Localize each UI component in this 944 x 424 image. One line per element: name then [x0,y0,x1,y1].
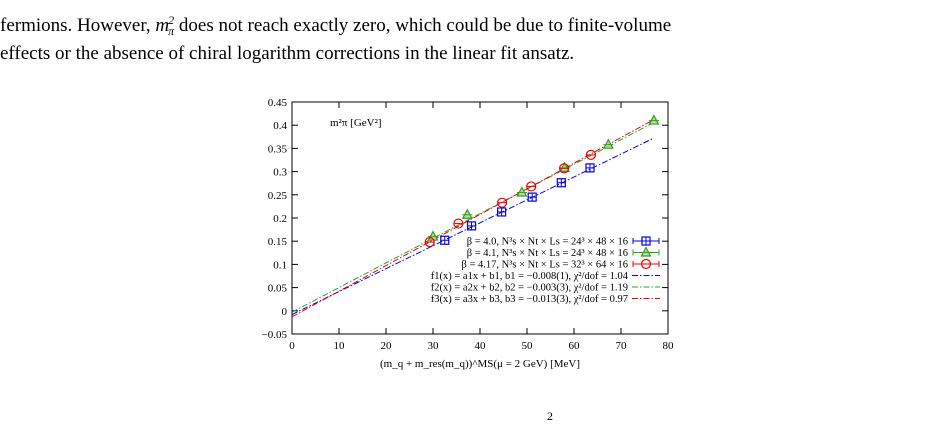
data-points [424,114,660,248]
paragraph-line-1: fermions. However, m2π does not reach ex… [0,3,944,48]
math-m: m [155,15,170,36]
x-tick-label: 80 [663,340,675,352]
axis-labels: m²π [GeV²] (m_q + m_res(m_q))^MS(μ = 2 Ge… [330,117,580,370]
legend-label: β = 4.17, N³s × Nt × Ls = 32³ × 64 × 16 [462,260,628,271]
y-tick-label: 0.3 [273,167,287,179]
y-axis-label: m²π [GeV²] [330,117,382,129]
y-tick-label: 0.45 [268,97,288,109]
data-point-triangle [640,246,652,257]
math-m-pi-squared: m2π [155,13,175,38]
y-tick-label: 0.4 [273,120,287,132]
fit-line [291,122,655,313]
data-point-triangle [559,161,571,172]
x-tick-label: 20 [381,340,393,352]
legend-label: β = 4.1, N³s × Nt × Ls = 24³ × 48 × 16 [467,248,628,259]
y-tick-label: 0 [282,306,288,318]
y-tick-label: 0.1 [273,259,287,271]
y-tick-label: 0.15 [268,236,288,248]
legend-label: f3(x) = a3x + b3, b3 = −0.013(3), χ²/dof… [431,294,628,305]
x-tick-label: 30 [428,340,440,352]
math-sub: π [168,24,175,38]
x-tick-label: 70 [616,340,628,352]
math-sup: 2 [168,13,175,27]
y-tick-label: 0.05 [268,283,288,295]
y-tick-label: 0.2 [273,213,287,225]
x-tick-label: 10 [334,340,346,352]
x-tick-label: 0 [289,340,295,352]
x-tick-label: 40 [475,340,487,352]
line1-text-b: does not reach exactly zero, which could… [174,15,672,36]
x-tick-label: 50 [522,340,534,352]
legend-label: f1(x) = a1x + b1, b1 = −0.008(1), χ²/dof… [431,271,629,282]
data-point-triangle [516,186,528,197]
axis-ticks: 0 10 20 30 40 50 60 70 80−0.0500.050.10.150.20.2… [262,97,674,352]
x-axis-label: (m_q + m_res(m_q))^MS(μ = 2 GeV) [MeV] [380,358,580,370]
bottom-cutoff-superscript: 2 [547,409,553,423]
legend-label: f2(x) = a2x + b2, b2 = −0.003(3), χ²/dof… [431,283,628,294]
legend: β = 4.0, N³s × Nt × Ls = 24³ × 48 × 16β … [431,236,660,305]
data-point-triangle [602,138,614,149]
line1-text-a: fermions. However, [0,15,156,36]
data-point-triangle [648,114,660,125]
paragraph-line-2: effects or the absence of chiral logarit… [0,43,575,64]
legend-label: β = 4.0, N³s × Nt × Ls = 24³ × 48 × 16 [467,237,628,248]
y-tick-label: −0.05 [262,329,288,341]
x-tick-label: 60 [569,340,581,352]
data-point-triangle [461,208,473,219]
y-tick-label: 0.35 [268,143,288,155]
y-tick-label: 0.25 [268,190,288,202]
